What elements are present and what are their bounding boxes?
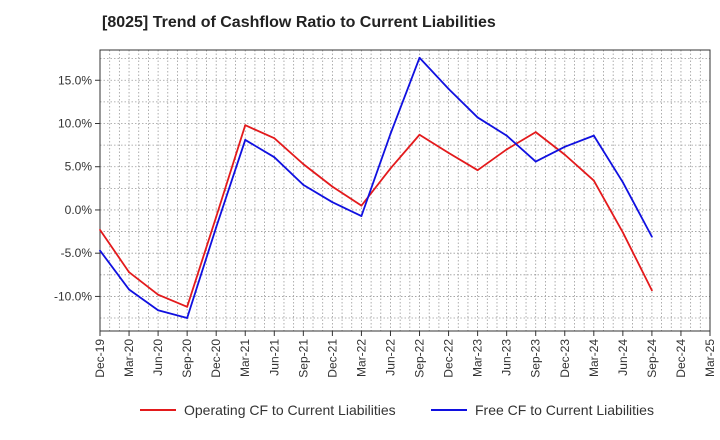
data-point-operating-cf (621, 231, 624, 234)
legend-swatch-free-cf (431, 409, 467, 411)
data-point-free-cf (215, 226, 218, 229)
data-point-free-cf (389, 132, 392, 135)
data-point-operating-cf (186, 305, 189, 308)
data-point-operating-cf (651, 289, 653, 292)
data-point-operating-cf (273, 137, 276, 140)
x-tick-label: Dec-24 (674, 339, 688, 378)
x-tick-label: Jun-24 (616, 339, 630, 376)
data-point-operating-cf (360, 204, 363, 207)
data-point-operating-cf (157, 293, 159, 296)
x-tick-label: Dec-19 (93, 339, 107, 378)
data-point-operating-cf (244, 124, 247, 127)
x-tick-label: Mar-23 (471, 339, 485, 377)
y-axis-ticks: -10.0% -5.0% 0.0% 5.0% 10.0% 15.0% (54, 73, 100, 303)
series-lines (99, 56, 653, 319)
data-point-free-cf (447, 88, 450, 90)
data-point-operating-cf (592, 179, 595, 182)
x-tick-label: Jun-20 (151, 339, 165, 376)
data-point-operating-cf (563, 153, 566, 156)
x-axis-ticks: Dec-19 Mar-20 Jun-20 Sep-20 Dec-20 Mar-21 Jun-… (93, 331, 717, 378)
x-tick-label: Sep-22 (413, 339, 427, 378)
series-line-free-cf (99, 56, 653, 319)
legend: Operating CF to Current Liabilities Free… (0, 402, 720, 426)
x-tick-label: Jun-23 (500, 339, 514, 376)
data-point-free-cf (621, 181, 624, 184)
grid-lines (100, 50, 710, 331)
data-point-free-cf (476, 116, 479, 119)
x-tick-label: Sep-23 (529, 339, 543, 378)
x-tick-label: Jun-22 (383, 339, 397, 376)
x-tick-label: Dec-21 (325, 339, 339, 378)
x-tick-label: Mar-20 (122, 339, 136, 377)
y-tick-label: -10.0% (54, 289, 92, 303)
data-point-operating-cf (476, 169, 479, 172)
data-point-operating-cf (534, 131, 537, 134)
data-point-operating-cf (331, 185, 334, 188)
data-point-operating-cf (418, 133, 421, 136)
data-point-operating-cf (447, 151, 450, 154)
data-point-free-cf (128, 288, 130, 291)
data-point-operating-cf (215, 215, 218, 218)
series-line-operating-cf (99, 124, 653, 308)
x-tick-label: Dec-22 (442, 339, 456, 378)
data-point-operating-cf (505, 148, 508, 151)
x-tick-label: Mar-22 (354, 339, 368, 377)
x-tick-label: Dec-23 (558, 339, 572, 378)
data-point-operating-cf (128, 271, 130, 274)
y-tick-label: 10.0% (58, 116, 92, 130)
x-tick-label: Dec-20 (209, 339, 223, 378)
y-tick-label: 0.0% (65, 203, 93, 217)
x-tick-label: Mar-25 (703, 339, 717, 377)
x-tick-label: Jun-21 (267, 339, 281, 376)
x-tick-label: Sep-24 (645, 339, 659, 378)
legend-item-free-cf: Free CF to Current Liabilities (431, 402, 654, 418)
x-tick-label: Sep-21 (296, 339, 310, 378)
data-point-free-cf (360, 215, 363, 217)
x-tick-label: Mar-21 (238, 339, 252, 377)
legend-swatch-operating-cf (140, 409, 176, 411)
plot-frame (99, 49, 711, 332)
x-tick-label: Sep-20 (180, 339, 194, 378)
data-point-free-cf (157, 309, 159, 312)
data-point-free-cf (331, 201, 334, 204)
data-point-free-cf (302, 183, 305, 186)
data-point-free-cf (99, 249, 101, 252)
data-point-free-cf (592, 134, 595, 137)
y-tick-label: 5.0% (65, 160, 93, 174)
data-point-free-cf (418, 56, 421, 59)
y-tick-label: -5.0% (61, 246, 93, 260)
legend-label-operating-cf: Operating CF to Current Liabilities (184, 402, 396, 418)
chart-title: [8025] Trend of Cashflow Ratio to Curren… (102, 14, 496, 31)
plot-border (99, 49, 711, 332)
data-point-free-cf (651, 235, 653, 238)
data-point-free-cf (273, 156, 276, 159)
data-point-operating-cf (302, 163, 305, 166)
data-point-operating-cf (99, 228, 101, 231)
legend-label-free-cf: Free CF to Current Liabilities (475, 402, 654, 418)
x-tick-label: Mar-24 (587, 339, 601, 377)
legend-item-operating-cf: Operating CF to Current Liabilities (140, 402, 396, 418)
data-point-free-cf (563, 145, 566, 148)
y-tick-label: 15.0% (58, 73, 92, 87)
data-point-operating-cf (389, 167, 392, 170)
data-point-free-cf (534, 160, 537, 163)
data-point-free-cf (244, 139, 247, 141)
data-point-free-cf (186, 317, 189, 319)
data-point-free-cf (505, 134, 508, 137)
